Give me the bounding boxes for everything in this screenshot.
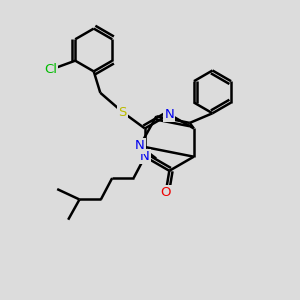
Text: Cl: Cl [44,63,57,76]
Text: N: N [140,150,150,163]
Text: S: S [118,106,127,118]
Text: N: N [135,140,145,152]
Text: N: N [164,108,174,121]
Text: O: O [160,186,171,199]
